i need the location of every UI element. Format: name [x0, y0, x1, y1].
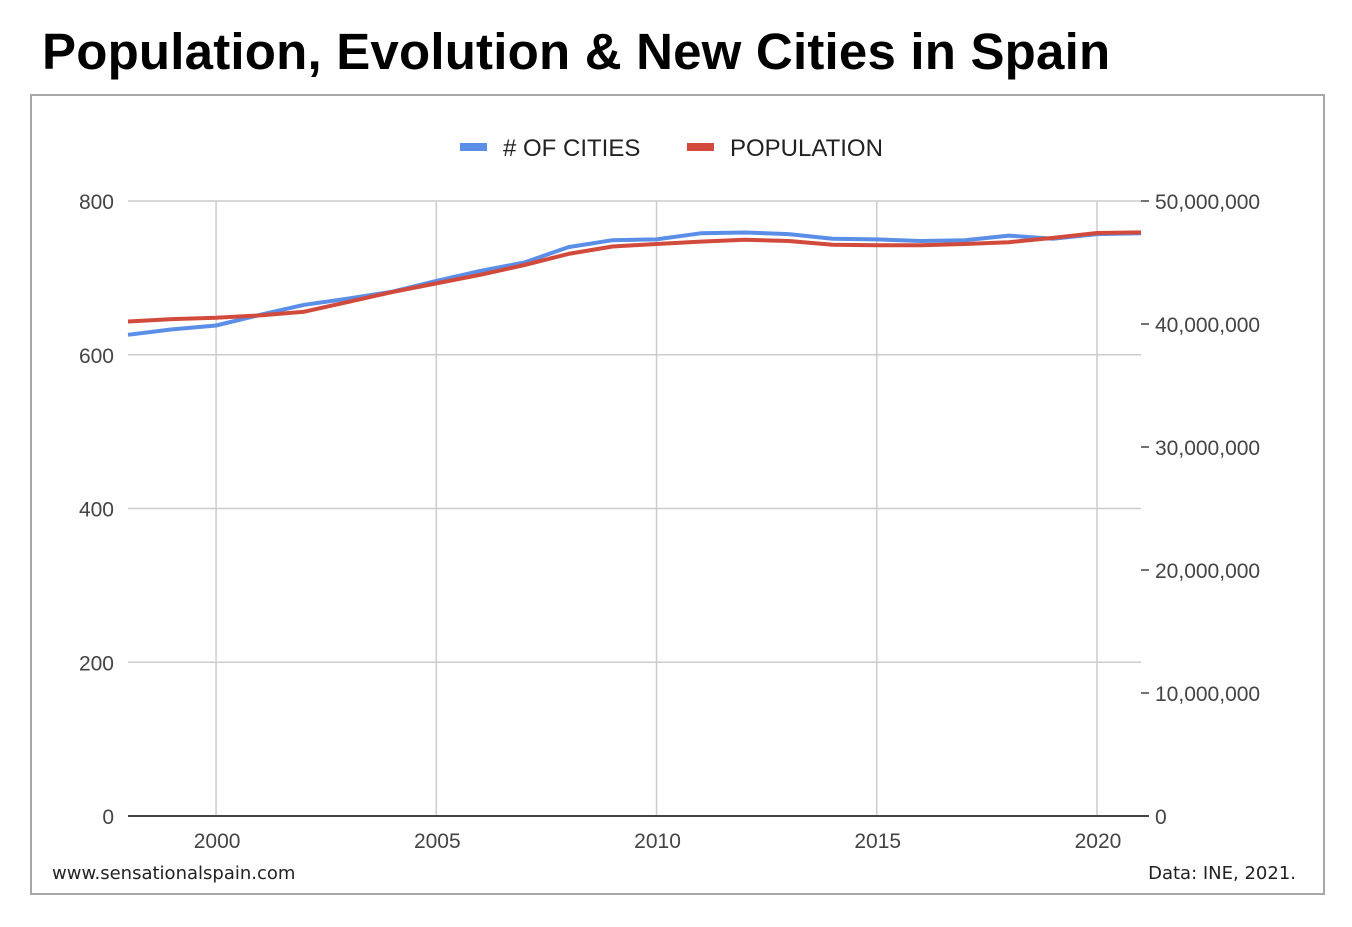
x-tick-label: 2005 [414, 830, 461, 853]
left-tick-label: 800 [79, 191, 114, 214]
chart-title: Population, Evolution & New Cities in Sp… [42, 23, 1111, 80]
legend-swatch-population [687, 143, 714, 151]
legend: # OF CITIES POPULATION [460, 135, 883, 162]
footer-source: Data: INE, 2021. [1148, 863, 1296, 884]
legend-label-cities: # OF CITIES [503, 135, 640, 162]
left-tick-label: 0 [102, 806, 114, 829]
x-tick-label: 2010 [634, 830, 681, 853]
x-axis: 2000 2005 2010 2015 2020 [128, 815, 1149, 853]
series-line-population [127, 230, 1142, 324]
x-tick-label: 2020 [1075, 830, 1122, 853]
legend-label-population: POPULATION [730, 135, 883, 162]
left-axis: 0 200 400 600 800 [79, 191, 114, 829]
right-tick-label: 10,000,000 [1155, 683, 1260, 706]
gridlines [128, 200, 1141, 816]
right-tick-label: 20,000,000 [1155, 560, 1260, 583]
footer-website: www.sensationalspain.com [52, 863, 295, 884]
series-layer [127, 230, 1142, 337]
legend-swatch-cities [460, 143, 487, 151]
left-tick-label: 200 [79, 652, 114, 675]
right-tick-label: 40,000,000 [1155, 314, 1260, 337]
x-tick-label: 2000 [194, 830, 241, 853]
right-tick-label: 30,000,000 [1155, 437, 1260, 460]
right-tick-label: 50,000,000 [1155, 191, 1260, 214]
right-axis: 0 10,000,000 20,000,000 30,000,000 40,000,00… [1141, 191, 1260, 829]
left-tick-label: 600 [79, 345, 114, 368]
x-tick-label: 2015 [854, 830, 901, 853]
left-tick-label: 400 [79, 499, 114, 522]
right-tick-label: 0 [1155, 806, 1167, 829]
series-line-cities [127, 230, 1142, 337]
chart-frame [30, 94, 1325, 895]
